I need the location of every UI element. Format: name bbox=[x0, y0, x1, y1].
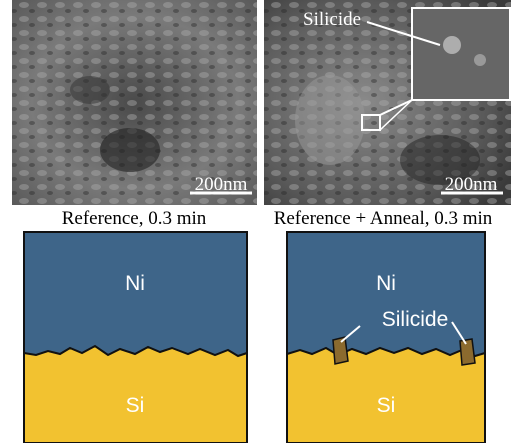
silicide-label: Silicide bbox=[382, 308, 449, 331]
schematic-right: Ni Silicide Si bbox=[287, 232, 485, 443]
schematic-left: Ni Si bbox=[24, 232, 247, 443]
silicide-label: Silicide bbox=[303, 9, 361, 30]
si-label: Si bbox=[126, 394, 145, 417]
sem-image-right: Silicide 200nm bbox=[264, 0, 511, 205]
scale-bar-label: 200nm bbox=[445, 174, 498, 195]
si-label: Si bbox=[377, 394, 396, 417]
figure: 200nm Silicide 200nm Reference, 0.3 min … bbox=[0, 0, 513, 443]
ni-label: Ni bbox=[125, 272, 145, 295]
sem-image-left: 200nm bbox=[12, 0, 257, 205]
caption: Reference, 0.3 min bbox=[62, 208, 207, 229]
ni-label: Ni bbox=[376, 272, 396, 295]
caption: Reference + Anneal, 0.3 min bbox=[274, 208, 493, 229]
scale-bar-label: 200nm bbox=[195, 174, 248, 195]
